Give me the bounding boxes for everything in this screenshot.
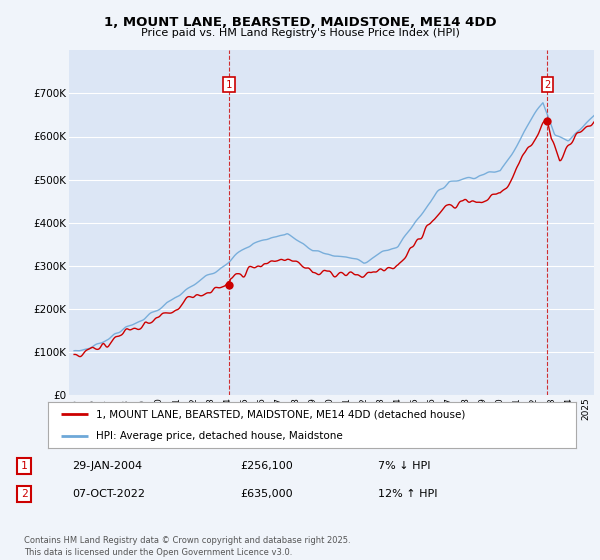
Text: 2: 2	[20, 489, 28, 499]
Text: £256,100: £256,100	[240, 461, 293, 471]
Text: 2: 2	[544, 80, 551, 90]
Text: £635,000: £635,000	[240, 489, 293, 499]
Text: 1, MOUNT LANE, BEARSTED, MAIDSTONE, ME14 4DD: 1, MOUNT LANE, BEARSTED, MAIDSTONE, ME14…	[104, 16, 496, 29]
Text: 07-OCT-2022: 07-OCT-2022	[72, 489, 145, 499]
Text: Price paid vs. HM Land Registry's House Price Index (HPI): Price paid vs. HM Land Registry's House …	[140, 28, 460, 38]
Text: 1: 1	[20, 461, 28, 471]
Text: 29-JAN-2004: 29-JAN-2004	[72, 461, 142, 471]
Text: 1, MOUNT LANE, BEARSTED, MAIDSTONE, ME14 4DD (detached house): 1, MOUNT LANE, BEARSTED, MAIDSTONE, ME14…	[95, 409, 465, 419]
Text: HPI: Average price, detached house, Maidstone: HPI: Average price, detached house, Maid…	[95, 431, 342, 441]
Text: 12% ↑ HPI: 12% ↑ HPI	[378, 489, 437, 499]
Text: 1: 1	[226, 80, 232, 90]
Text: 7% ↓ HPI: 7% ↓ HPI	[378, 461, 431, 471]
Text: Contains HM Land Registry data © Crown copyright and database right 2025.
This d: Contains HM Land Registry data © Crown c…	[24, 536, 350, 557]
